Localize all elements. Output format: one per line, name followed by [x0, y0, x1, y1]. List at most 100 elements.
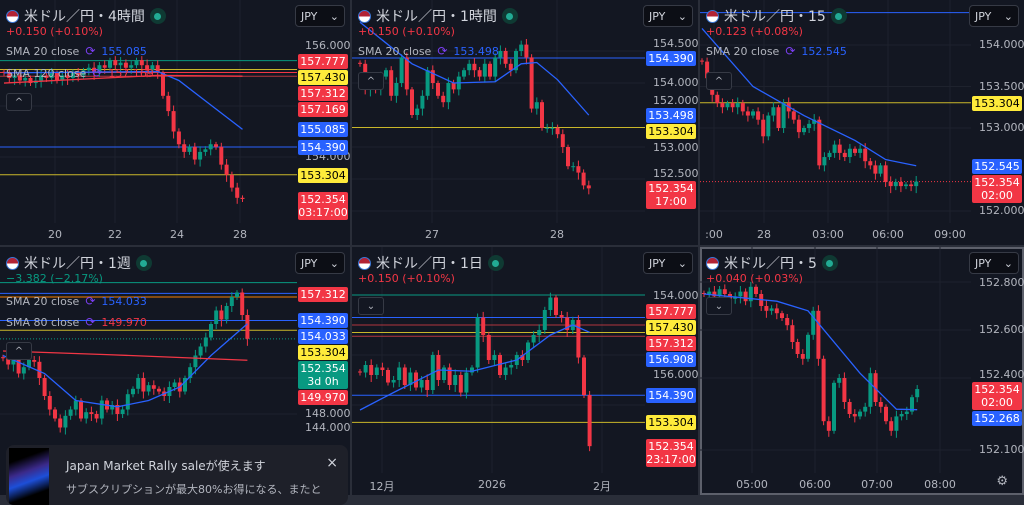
symbol-title[interactable]: 米ドル／円・4時間 — [24, 9, 145, 25]
time-axis-label: 28 — [757, 228, 771, 241]
indicator-legend[interactable]: SMA 20 close ⟳ 152.545 — [706, 44, 847, 58]
candle — [771, 107, 776, 116]
chart-canvas[interactable] — [0, 247, 350, 495]
candle — [498, 51, 503, 58]
time-axis-label: 08:00 — [924, 478, 956, 491]
candle — [863, 406, 868, 412]
symbol-header[interactable]: 米ドル／円・15 — [706, 6, 847, 26]
sma-20-line — [701, 27, 917, 167]
price-tag-value: 153.304 — [974, 96, 1020, 110]
candle — [837, 144, 842, 153]
time-axis-label: 05:00 — [736, 478, 768, 491]
price-tag: 157.777 — [298, 53, 348, 69]
chart-pane-5[interactable]: 米ドル／円・1日 +0.150 (+0.10%) ⌄ JPY ⌄ 157.777 157.4… — [352, 247, 698, 495]
indicator-legend[interactable]: SMA 120 close ⟳ 157.169 — [6, 66, 154, 80]
price-axis-label: 152.800 — [979, 276, 1024, 289]
price-tag: 153.304 — [646, 124, 696, 140]
candle — [464, 372, 469, 393]
price-tag-value: 152.545 — [974, 159, 1020, 173]
candle — [791, 111, 796, 120]
symbol-title[interactable]: 米ドル／円・1日 — [376, 256, 483, 272]
candle — [208, 144, 213, 150]
price-tag: 157.312 — [646, 335, 696, 351]
time-axis-label: 07:00 — [861, 478, 893, 491]
candle — [89, 412, 94, 414]
collapse-legend-button[interactable]: ⌄ — [706, 297, 732, 315]
indicator-label: SMA 20 close — [6, 294, 80, 308]
currency-dropdown[interactable]: JPY ⌄ — [969, 5, 1019, 27]
candle — [386, 370, 390, 383]
chart-canvas[interactable] — [0, 0, 350, 245]
candle — [188, 367, 193, 378]
time-axis-label: 24 — [170, 228, 184, 241]
symbol-header[interactable]: 米ドル／円・4時間 — [6, 6, 166, 26]
candle — [722, 289, 727, 294]
candle — [807, 123, 812, 128]
candle — [524, 44, 529, 58]
candle — [161, 72, 165, 96]
price-tag-value: 155.085 — [300, 123, 346, 137]
symbol-header[interactable]: 米ドル／円・5 — [706, 253, 838, 273]
symbol-title[interactable]: 米ドル／円・1週 — [24, 256, 131, 272]
chart-pane-2[interactable]: 米ドル／円・1時間 +0.150 (+0.10%) SMA 20 close ⟳ 153… — [352, 0, 698, 245]
candle — [402, 367, 407, 385]
candle — [425, 70, 430, 96]
time-axis-label: 28 — [550, 228, 564, 241]
indicator-legend[interactable]: SMA 20 close ⟳ 155.085 — [6, 44, 147, 58]
collapse-legend-button[interactable]: ^ — [6, 342, 32, 360]
candle — [531, 335, 536, 343]
candle — [909, 184, 914, 187]
chart-canvas[interactable] — [352, 247, 698, 495]
collapse-legend-button[interactable]: ^ — [706, 72, 732, 90]
chart-pane-3[interactable]: 米ドル／円・15 +0.123 (+0.08%) SMA 20 close ⟳ 152.… — [700, 0, 1024, 245]
bar-countdown: 03:17:00 — [298, 205, 348, 219]
chart-canvas[interactable] — [352, 0, 698, 245]
candle — [868, 373, 873, 407]
indicator-legend[interactable]: SMA 20 close ⟳ 153.498 — [358, 44, 499, 58]
currency-label: JPY — [649, 9, 666, 23]
candle — [410, 89, 414, 115]
candle — [47, 396, 52, 410]
price-change: +0.150 (+0.10%) — [6, 25, 103, 38]
candle — [740, 103, 745, 112]
symbol-header[interactable]: 米ドル／円・1時間 — [358, 6, 518, 26]
currency-dropdown[interactable]: JPY ⌄ — [969, 252, 1019, 274]
indicator-legend[interactable]: SMA 20 close ⟳ 154.033 — [6, 294, 147, 308]
price-tag: 152.354 03:17:00 — [298, 191, 348, 220]
candle — [108, 60, 112, 68]
candle — [493, 57, 498, 77]
price-tag-value: 149.970 — [300, 391, 346, 405]
settings-gear-icon[interactable]: ⚙ — [996, 474, 1008, 489]
promo-toast[interactable]: Japan Market Rally saleが使えます サブスクリプションが最… — [6, 445, 348, 505]
symbol-title[interactable]: 米ドル／円・5 — [724, 256, 817, 272]
chart-canvas[interactable] — [700, 0, 1024, 245]
time-axis-label: 06:00 — [799, 478, 831, 491]
symbol-header[interactable]: 米ドル／円・1日 — [358, 253, 504, 273]
candle — [136, 378, 141, 389]
chart-canvas[interactable] — [700, 247, 1024, 495]
candle — [904, 184, 908, 187]
currency-dropdown[interactable]: JPY ⌄ — [643, 252, 693, 274]
indicator-legend[interactable]: SMA 80 close ⟳ 149.970 — [6, 315, 147, 329]
close-icon[interactable]: × — [326, 455, 338, 471]
candle — [475, 317, 480, 368]
collapse-legend-button[interactable]: ⌄ — [358, 297, 384, 315]
currency-dropdown[interactable]: JPY ⌄ — [295, 5, 345, 27]
candle — [889, 421, 894, 431]
chart-pane-6[interactable]: 米ドル／円・5 +0.040 (+0.03%) ⌄ JPY ⌄ 152.354 02:00 1… — [700, 247, 1024, 495]
candle — [707, 291, 712, 294]
currency-dropdown[interactable]: JPY ⌄ — [295, 252, 345, 274]
price-tag: 154.390 — [298, 313, 348, 329]
currency-dropdown[interactable]: JPY ⌄ — [643, 5, 693, 27]
us-flag-icon — [6, 256, 19, 270]
sma-20-line — [703, 293, 918, 411]
collapse-legend-button[interactable]: ^ — [358, 72, 384, 90]
chart-pane-1[interactable]: 米ドル／円・4時間 +0.150 (+0.10%) SMA 20 close ⟳ 155… — [0, 0, 350, 245]
collapse-legend-button[interactable]: ^ — [6, 93, 32, 111]
symbol-header[interactable]: 米ドル／円・1週 — [6, 253, 152, 273]
candle — [858, 411, 862, 417]
symbol-title[interactable]: 米ドル／円・15 — [724, 9, 826, 25]
candle — [548, 297, 553, 310]
symbol-title[interactable]: 米ドル／円・1時間 — [376, 9, 497, 25]
candle — [837, 378, 842, 383]
